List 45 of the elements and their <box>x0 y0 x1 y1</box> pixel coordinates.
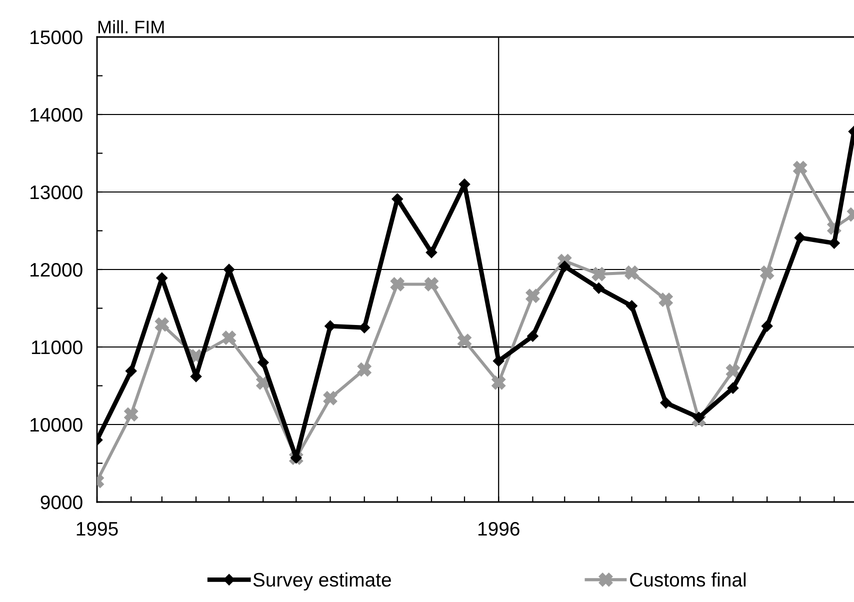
point <box>323 391 338 406</box>
legend-label: Survey estimate <box>253 572 391 591</box>
point <box>760 266 774 280</box>
x-tick-label: 1996 <box>478 522 520 536</box>
point <box>424 277 438 292</box>
legend-label: Customs final <box>630 572 746 587</box>
point <box>426 246 438 258</box>
point <box>527 330 538 342</box>
point <box>794 232 806 244</box>
point <box>154 318 169 332</box>
y-tick-label: 15000 <box>30 30 82 44</box>
point <box>256 376 270 390</box>
point <box>726 364 740 378</box>
y-tick-label: 9000 <box>40 495 82 510</box>
point <box>793 161 808 175</box>
point <box>626 300 638 312</box>
point <box>559 260 570 272</box>
y-tick-label: 13000 <box>30 185 82 200</box>
point <box>126 365 137 377</box>
y-tick-label: 10000 <box>30 418 82 432</box>
point <box>492 376 506 390</box>
point <box>658 292 673 307</box>
point <box>124 407 138 422</box>
point <box>693 412 704 424</box>
point <box>624 266 639 280</box>
point <box>592 267 606 282</box>
point <box>358 322 370 334</box>
y-axis-title: Mill. FIM <box>98 20 164 34</box>
point <box>258 356 269 368</box>
y-tick-label: 12000 <box>30 262 82 277</box>
y-tick-label: 14000 <box>30 108 82 122</box>
point <box>390 277 404 292</box>
point <box>458 334 472 348</box>
x-tick-label: 1995 <box>76 522 118 536</box>
point <box>660 397 672 408</box>
point <box>593 282 604 294</box>
point <box>727 382 739 394</box>
point <box>324 320 336 332</box>
point <box>526 288 540 303</box>
point <box>493 355 504 367</box>
point <box>222 330 236 345</box>
point <box>357 362 372 376</box>
point <box>761 320 773 332</box>
y-tick-label: 11000 <box>32 340 82 354</box>
point <box>828 238 840 249</box>
